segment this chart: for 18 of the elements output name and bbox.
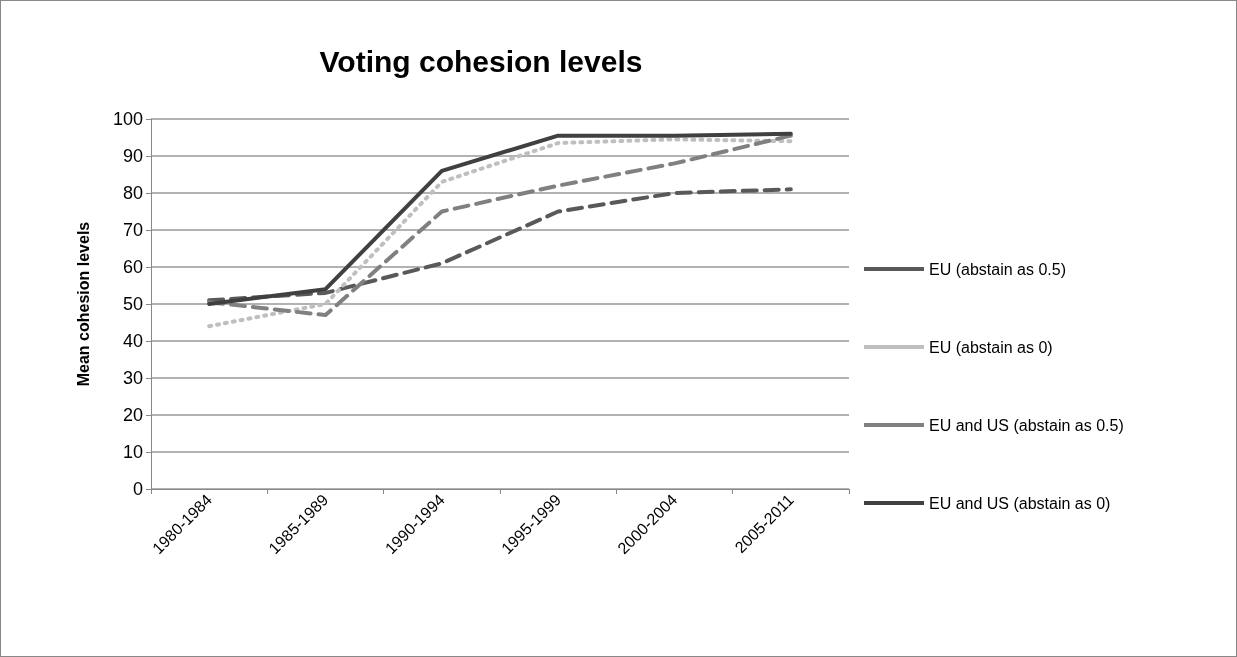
line-series — [207, 187, 793, 303]
y-tick-label: 60 — [122, 257, 143, 277]
y-tick-label: 80 — [122, 183, 143, 203]
y-tick-label: 30 — [122, 368, 143, 388]
legend-label: EU and US (abstain as 0.5) — [929, 416, 1124, 434]
y-axis-title: Mean cohesion levels — [74, 221, 92, 387]
y-tick-label: 50 — [122, 294, 143, 314]
chart-title: Voting cohesion levels — [319, 44, 643, 78]
y-tick-label: 100 — [112, 109, 143, 129]
y-tick-label: 20 — [122, 405, 143, 425]
y-tick-label: 10 — [122, 442, 143, 462]
y-tick-label: 40 — [122, 331, 143, 351]
legend-label: EU (abstain as 0) — [929, 338, 1053, 356]
y-tick-label: 70 — [122, 220, 143, 240]
legend-label: EU (abstain as 0.5) — [929, 260, 1066, 278]
y-tick-label: 90 — [122, 146, 143, 166]
legend-label: EU and US (abstain as 0) — [929, 494, 1111, 512]
y-tick-label: 0 — [132, 479, 143, 499]
